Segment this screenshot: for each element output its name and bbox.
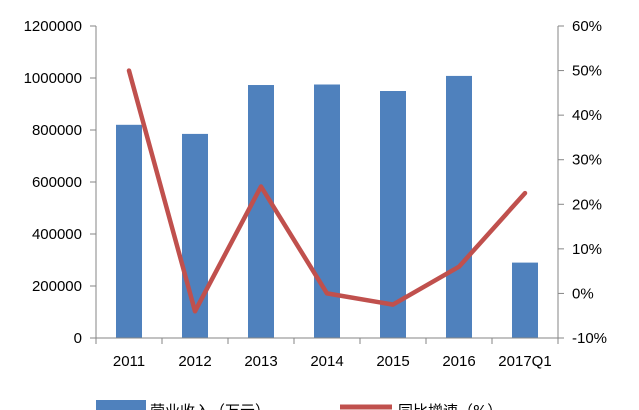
- bar-2017Q1: [512, 262, 538, 338]
- legend-swatch-revenue: [96, 400, 146, 410]
- line-series-growth: [126, 68, 528, 314]
- bar-2011: [116, 124, 142, 338]
- chart-legend: 营业收入（万元） 同比增速（%）: [96, 400, 502, 410]
- x-tick-label: 2012: [178, 353, 211, 370]
- left-tick-label: 0: [74, 330, 82, 347]
- right-tick-label: 10%: [572, 241, 602, 258]
- bar-2015: [380, 91, 406, 338]
- bar-series-revenue: [116, 75, 538, 339]
- x-tick-label: 2017Q1: [498, 353, 551, 370]
- left-tick-label: 1000000: [24, 70, 82, 87]
- x-tick-label: 2014: [310, 353, 343, 370]
- bar-2014: [314, 84, 340, 338]
- x-tick-label: 2016: [442, 353, 475, 370]
- right-tick-label: 60%: [572, 18, 602, 35]
- left-tick-label: 200000: [32, 278, 82, 295]
- x-tick-label: 2013: [244, 353, 277, 370]
- right-tick-label: -10%: [572, 330, 607, 347]
- bar-2016: [446, 75, 472, 339]
- left-tick-label: 400000: [32, 226, 82, 243]
- left-tick-label: 800000: [32, 122, 82, 139]
- bar-2013: [248, 85, 274, 339]
- legend-label-revenue: 营业收入（万元）: [150, 402, 270, 410]
- legend-label-growth: 同比增速（%）: [398, 402, 502, 410]
- right-tick-label: 50%: [572, 63, 602, 80]
- right-tick-label: 30%: [572, 152, 602, 169]
- right-tick-label: 40%: [572, 107, 602, 124]
- right-tick-label: 20%: [572, 196, 602, 213]
- left-tick-label: 1200000: [24, 18, 82, 35]
- right-tick-label: 0%: [572, 285, 594, 302]
- left-tick-label: 600000: [32, 174, 82, 191]
- chart-axes: 0 200000 400000 600000 800000 1000000 1200000 -…: [24, 18, 607, 370]
- x-tick-label: 2015: [376, 353, 409, 370]
- x-tick-label: 2011: [113, 353, 145, 370]
